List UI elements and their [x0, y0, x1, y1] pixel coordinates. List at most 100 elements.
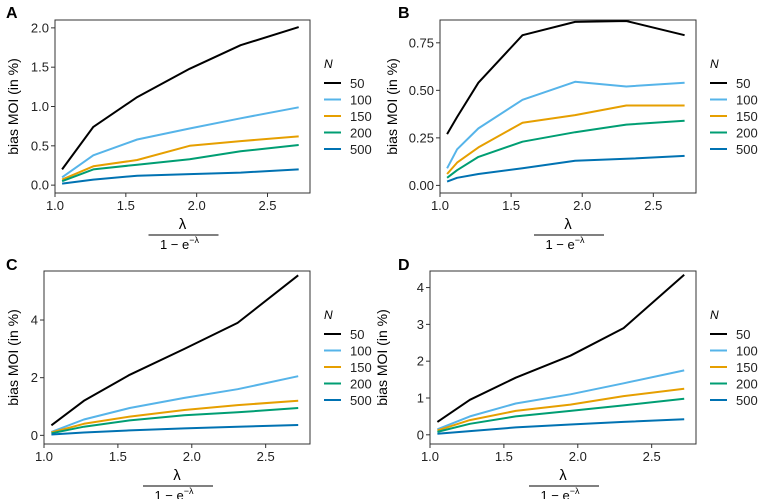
y-tick-label: 0.0 — [31, 178, 49, 193]
series-line-500 — [51, 424, 299, 436]
legend-label: 500 — [350, 142, 372, 157]
series-line-200 — [446, 119, 685, 179]
y-tick-label: 0.00 — [409, 178, 434, 193]
x-tick-label: 2.5 — [644, 198, 662, 213]
x-axis-label-denominator: 1 − e−λ — [160, 235, 200, 252]
legend-label: 200 — [736, 377, 758, 392]
legend-label: 500 — [736, 142, 758, 157]
x-axis-label-numerator: λ — [564, 216, 572, 233]
x-tick-label: 1.5 — [502, 198, 520, 213]
y-tick-label: 2 — [31, 370, 38, 385]
legend-title: N — [710, 57, 719, 71]
panel-letter: C — [6, 257, 18, 274]
y-tick-label: 4 — [31, 313, 38, 328]
legend-label: 100 — [736, 93, 758, 108]
x-tick-label: 1.0 — [35, 449, 53, 464]
legend-label: 150 — [736, 360, 758, 375]
series-line-150 — [61, 135, 299, 181]
series-line-100 — [51, 375, 299, 433]
series-line-200 — [61, 144, 299, 183]
y-axis-label: bias MOI (in %) — [5, 309, 21, 405]
y-axis-label: bias MOI (in %) — [384, 58, 400, 154]
x-axis-label-numerator: λ — [179, 216, 187, 233]
x-tick-label: 1.0 — [421, 449, 439, 464]
x-axis-label-denominator: 1 − e−λ — [545, 235, 585, 252]
legend-label: 150 — [350, 109, 372, 124]
series-line-150 — [51, 399, 299, 434]
x-tick-label: 2.5 — [258, 198, 276, 213]
legend-title: N — [710, 308, 719, 322]
x-axis-label: λ 1 − e−λ — [143, 467, 213, 499]
x-tick-label: 2.0 — [188, 198, 206, 213]
series-line-150 — [446, 104, 685, 175]
x-axis-label: λ 1 − e−λ — [148, 216, 219, 252]
y-tick-label: 0 — [31, 428, 38, 443]
legend-label: 500 — [350, 393, 372, 408]
x-tick-label: 2.0 — [569, 449, 587, 464]
panel-letter: A — [6, 5, 18, 22]
x-tick-label: 2.5 — [257, 449, 275, 464]
y-tick-label: 0.50 — [409, 83, 434, 98]
x-tick-label: 2.0 — [573, 198, 591, 213]
x-axis-label-numerator: λ — [173, 467, 181, 484]
plot-area — [54, 19, 311, 194]
panel-letter: D — [398, 257, 410, 274]
legend-label: 100 — [736, 344, 758, 359]
panel-c: C 0 2 4 1.0 1.5 2.0 2.5 bias MOI (in %) λ 1 − e−λ N… — [5, 257, 372, 499]
x-tick-label: 1.5 — [109, 449, 127, 464]
series-line-150 — [437, 387, 685, 432]
y-axis-label: bias MOI (in %) — [374, 309, 390, 405]
x-tick-label: 1.5 — [117, 198, 135, 213]
legend-label: 50 — [736, 327, 750, 342]
y-tick-label: 3 — [417, 317, 424, 332]
x-axis-label: λ 1 − e−λ — [534, 216, 604, 252]
x-axis-label: λ 1 − e−λ — [529, 467, 599, 499]
y-tick-label: 2.0 — [31, 20, 49, 35]
legend-label: 200 — [736, 126, 758, 141]
panel-d: D 0 1 2 3 4 1.0 1.5 2.0 2.5 bias MOI (in %) λ 1 − e−… — [374, 257, 758, 499]
series-line-50 — [50, 274, 299, 427]
y-tick-label: 1 — [417, 390, 424, 405]
series-line-100 — [61, 106, 299, 179]
y-tick-label: 1.0 — [31, 99, 49, 114]
series-line-500 — [61, 168, 299, 185]
x-axis-label-denominator: 1 − e−λ — [540, 486, 580, 499]
panel-b: B 0.00 0.25 0.50 0.75 1.0 1.5 2.0 2.5 bias MOI (i… — [384, 5, 758, 252]
plot-area — [429, 270, 697, 445]
legend-label: 150 — [350, 360, 372, 375]
series-line-100 — [446, 80, 685, 169]
legend-label: 50 — [350, 76, 364, 91]
legend-label: 50 — [736, 76, 750, 91]
y-tick-label: 1.5 — [31, 60, 49, 75]
x-tick-label: 1.0 — [431, 198, 449, 213]
series-line-100 — [437, 369, 685, 431]
legend-label: 200 — [350, 126, 372, 141]
y-tick-label: 0 — [417, 427, 424, 442]
series-line-50 — [436, 273, 685, 423]
y-tick-label: 0.25 — [409, 130, 434, 145]
y-tick-label: 0.5 — [31, 138, 49, 153]
series-line-50 — [446, 20, 685, 135]
legend-title: N — [324, 308, 333, 322]
series-line-200 — [437, 397, 685, 433]
legend-label: 100 — [350, 93, 372, 108]
x-tick-label: 2.0 — [183, 449, 201, 464]
y-tick-label: 0.75 — [409, 35, 434, 50]
y-axis-label: bias MOI (in %) — [5, 58, 21, 154]
series-line-500 — [437, 418, 685, 435]
series-line-200 — [51, 407, 299, 435]
legend-label: 150 — [736, 109, 758, 124]
series-line-500 — [446, 154, 685, 183]
y-tick-label: 2 — [417, 354, 424, 369]
x-tick-label: 2.5 — [643, 449, 661, 464]
panel-letter: B — [398, 5, 410, 22]
y-tick-label: 4 — [417, 280, 424, 295]
x-axis-label-denominator: 1 − e−λ — [154, 486, 194, 499]
x-tick-label: 1.0 — [46, 198, 64, 213]
series-line-50 — [61, 26, 299, 170]
